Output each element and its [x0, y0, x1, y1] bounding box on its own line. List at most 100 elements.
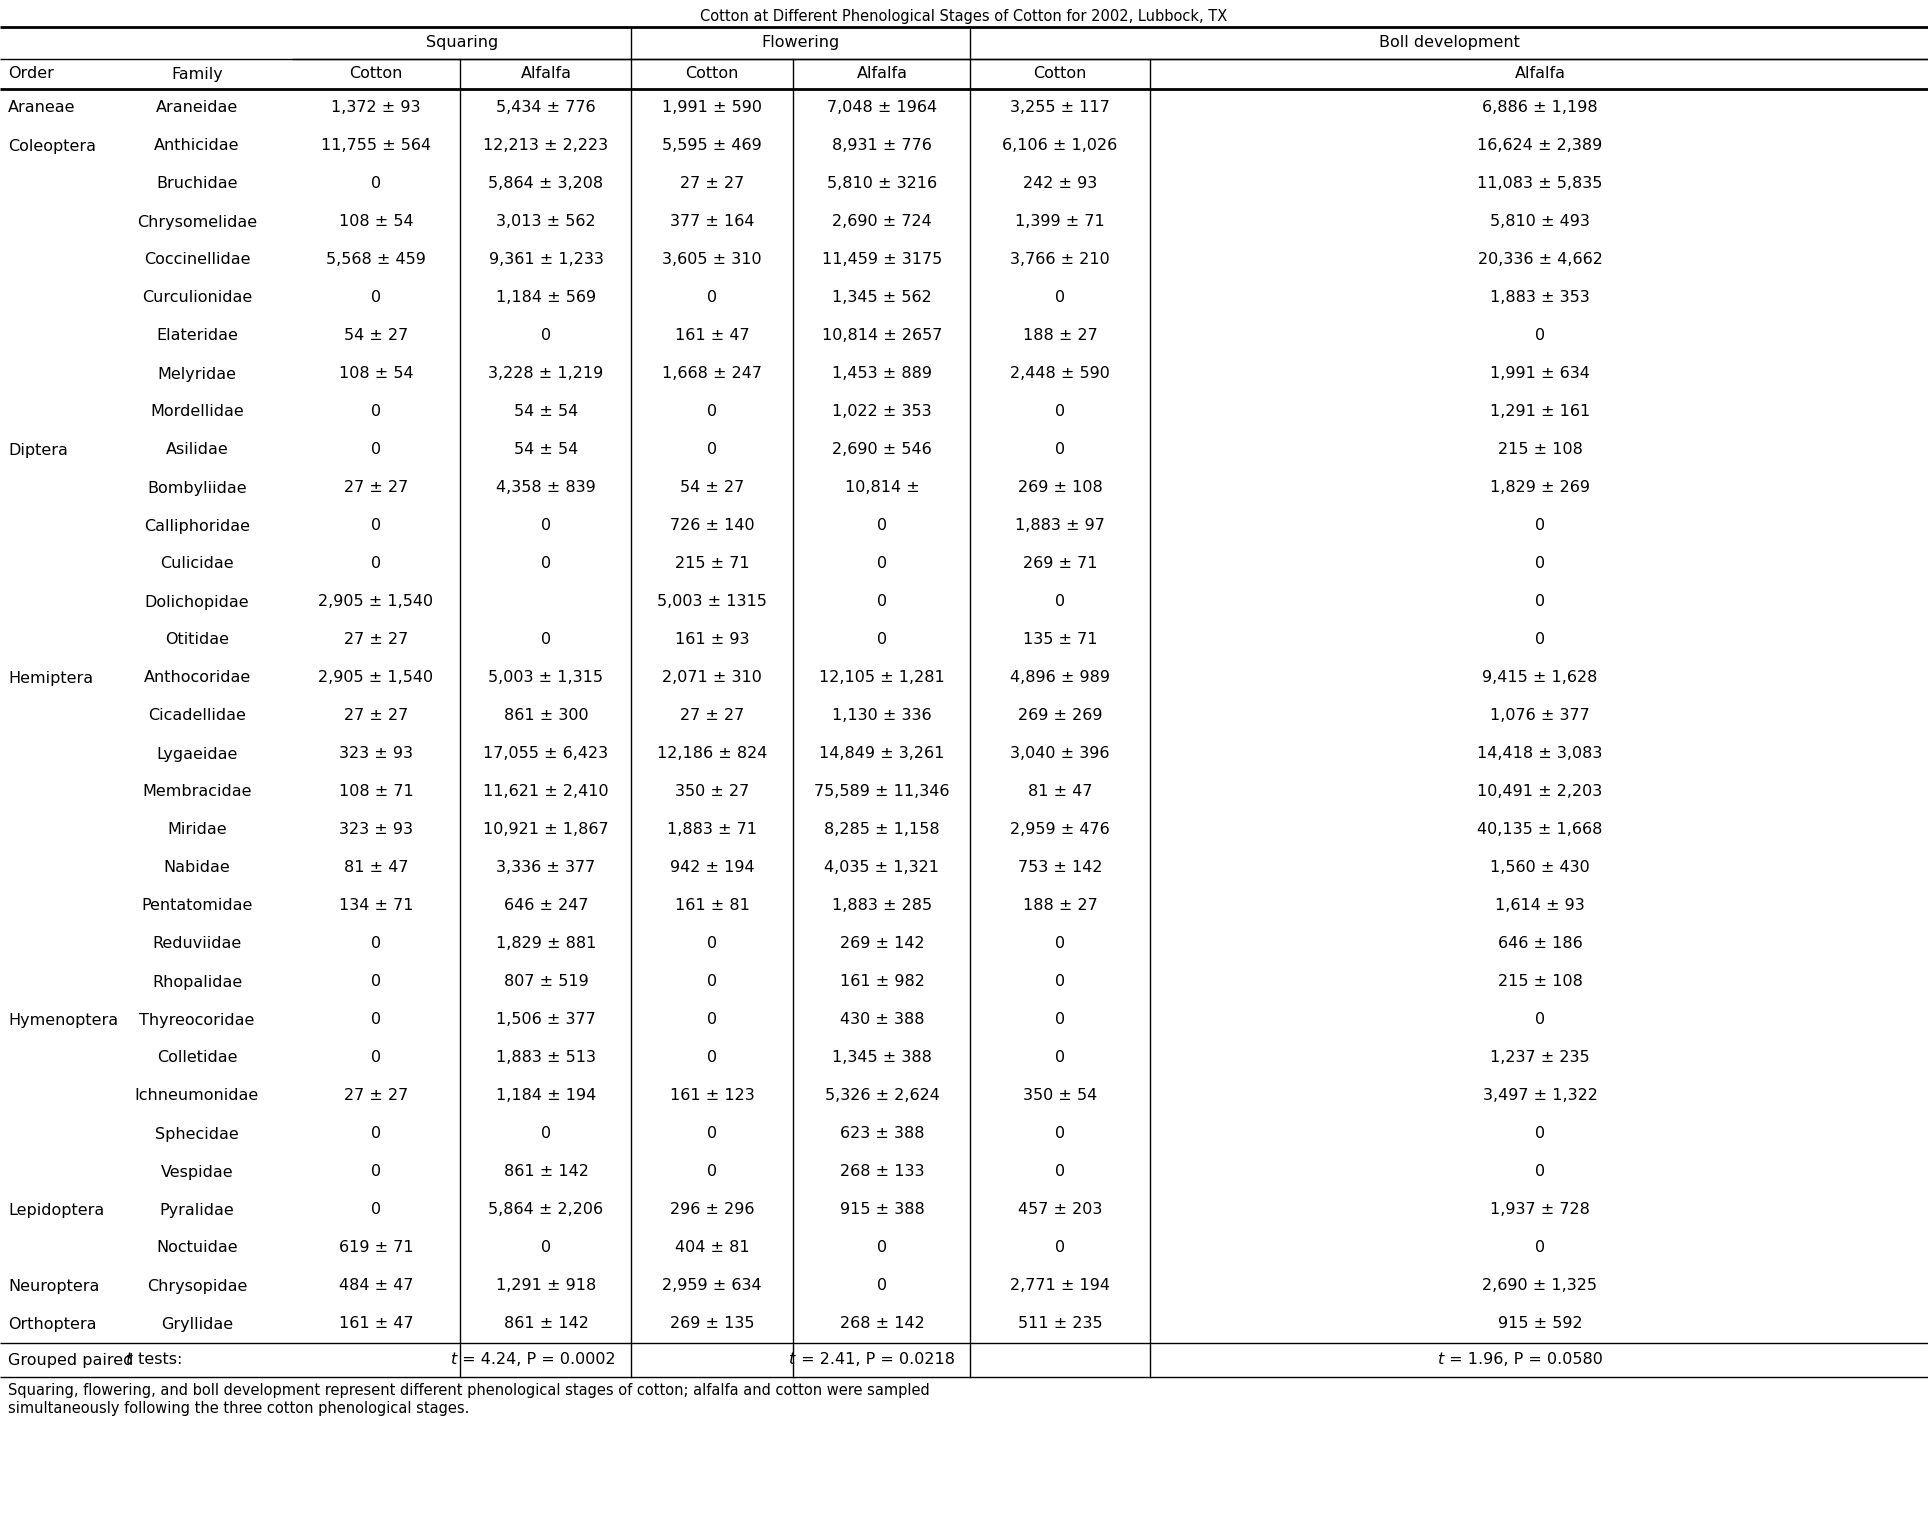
- Text: Squaring, flowering, and boll development represent different phenological stage: Squaring, flowering, and boll developmen…: [8, 1382, 929, 1398]
- Text: 269 ± 71: 269 ± 71: [1022, 556, 1097, 572]
- Text: 3,040 ± 396: 3,040 ± 396: [1010, 747, 1111, 762]
- Text: 0: 0: [1055, 1241, 1064, 1256]
- Text: Anthocoridae: Anthocoridae: [143, 671, 251, 686]
- Text: Flowering: Flowering: [762, 35, 839, 50]
- Text: 1,883 ± 71: 1,883 ± 71: [667, 823, 758, 838]
- Text: Chrysomelidae: Chrysomelidae: [137, 215, 256, 230]
- Text: 404 ± 81: 404 ± 81: [675, 1241, 750, 1256]
- Text: 2,071 ± 310: 2,071 ± 310: [661, 671, 762, 686]
- Text: 3,228 ± 1,219: 3,228 ± 1,219: [488, 366, 603, 381]
- Text: simultaneously following the three cotton phenological stages.: simultaneously following the three cotto…: [8, 1401, 469, 1416]
- Text: 0: 0: [708, 1126, 717, 1141]
- Text: 0: 0: [370, 291, 382, 305]
- Text: 0: 0: [1055, 291, 1064, 305]
- Text: 1,991 ± 634: 1,991 ± 634: [1490, 366, 1591, 381]
- Text: 5,810 ± 3216: 5,810 ± 3216: [827, 177, 937, 192]
- Text: Orthoptera: Orthoptera: [8, 1317, 96, 1332]
- Text: 6,106 ± 1,026: 6,106 ± 1,026: [1003, 139, 1118, 154]
- Text: Ichneumonidae: Ichneumonidae: [135, 1088, 258, 1103]
- Text: 4,358 ± 839: 4,358 ± 839: [495, 480, 596, 495]
- Text: 10,814 ± 2657: 10,814 ± 2657: [821, 329, 943, 343]
- Text: 20,336 ± 4,662: 20,336 ± 4,662: [1477, 253, 1602, 268]
- Text: 10,491 ± 2,203: 10,491 ± 2,203: [1477, 785, 1602, 800]
- Text: 11,621 ± 2,410: 11,621 ± 2,410: [484, 785, 609, 800]
- Text: Cotton: Cotton: [1033, 67, 1087, 81]
- Text: Boll development: Boll development: [1379, 35, 1519, 50]
- Text: 646 ± 247: 646 ± 247: [503, 899, 588, 913]
- Text: Colletidae: Colletidae: [156, 1050, 237, 1065]
- Text: Coleoptera: Coleoptera: [8, 139, 96, 154]
- Text: 0: 0: [542, 518, 551, 533]
- Text: 0: 0: [877, 518, 887, 533]
- Text: 1,291 ± 161: 1,291 ± 161: [1490, 404, 1591, 419]
- Text: 27 ± 27: 27 ± 27: [343, 480, 409, 495]
- Text: 188 ± 27: 188 ± 27: [1022, 329, 1097, 343]
- Text: 268 ± 133: 268 ± 133: [841, 1164, 924, 1180]
- Text: Squaring: Squaring: [426, 35, 497, 50]
- Text: 269 ± 108: 269 ± 108: [1018, 480, 1103, 495]
- Text: Asilidae: Asilidae: [166, 442, 228, 457]
- Text: 269 ± 142: 269 ± 142: [841, 937, 924, 951]
- Text: 0: 0: [1535, 1126, 1544, 1141]
- Text: 0: 0: [370, 1126, 382, 1141]
- Text: 646 ± 186: 646 ± 186: [1498, 937, 1583, 951]
- Text: 0: 0: [1535, 556, 1544, 572]
- Text: 430 ± 388: 430 ± 388: [841, 1012, 924, 1027]
- Text: 1,184 ± 194: 1,184 ± 194: [495, 1088, 596, 1103]
- Text: 1,883 ± 353: 1,883 ± 353: [1490, 291, 1591, 305]
- Text: 2,905 ± 1,540: 2,905 ± 1,540: [318, 594, 434, 610]
- Text: 215 ± 108: 215 ± 108: [1498, 442, 1583, 457]
- Text: 0: 0: [1535, 1241, 1544, 1256]
- Text: 0: 0: [877, 1241, 887, 1256]
- Text: 0: 0: [370, 937, 382, 951]
- Text: 27 ± 27: 27 ± 27: [681, 177, 744, 192]
- Text: 161 ± 81: 161 ± 81: [675, 899, 750, 913]
- Text: 0: 0: [542, 556, 551, 572]
- Text: 14,418 ± 3,083: 14,418 ± 3,083: [1477, 747, 1602, 762]
- Text: 161 ± 47: 161 ± 47: [675, 329, 750, 343]
- Text: 1,372 ± 93: 1,372 ± 93: [332, 101, 420, 116]
- Text: 0: 0: [708, 974, 717, 989]
- Text: 2,959 ± 634: 2,959 ± 634: [661, 1279, 762, 1294]
- Text: 135 ± 71: 135 ± 71: [1022, 632, 1097, 648]
- Text: 0: 0: [370, 518, 382, 533]
- Text: 0: 0: [370, 404, 382, 419]
- Text: 0: 0: [1055, 1012, 1064, 1027]
- Text: 27 ± 27: 27 ± 27: [343, 632, 409, 648]
- Text: 2,905 ± 1,540: 2,905 ± 1,540: [318, 671, 434, 686]
- Text: 1,237 ± 235: 1,237 ± 235: [1490, 1050, 1591, 1065]
- Text: 9,415 ± 1,628: 9,415 ± 1,628: [1483, 671, 1598, 686]
- Text: 161 ± 123: 161 ± 123: [669, 1088, 754, 1103]
- Text: 0: 0: [542, 1241, 551, 1256]
- Text: 0: 0: [1055, 974, 1064, 989]
- Text: 0: 0: [1535, 518, 1544, 533]
- Text: 619 ± 71: 619 ± 71: [339, 1241, 413, 1256]
- Text: 3,255 ± 117: 3,255 ± 117: [1010, 101, 1111, 116]
- Text: 0: 0: [370, 556, 382, 572]
- Text: 807 ± 519: 807 ± 519: [503, 974, 588, 989]
- Text: 0: 0: [1535, 1012, 1544, 1027]
- Text: t: t: [1438, 1352, 1444, 1367]
- Text: 1,883 ± 97: 1,883 ± 97: [1014, 518, 1105, 533]
- Text: 54 ± 54: 54 ± 54: [515, 442, 578, 457]
- Text: 4,035 ± 1,321: 4,035 ± 1,321: [825, 861, 939, 875]
- Text: 17,055 ± 6,423: 17,055 ± 6,423: [484, 747, 609, 762]
- Text: 1,291 ± 918: 1,291 ± 918: [495, 1279, 596, 1294]
- Text: 40,135 ± 1,668: 40,135 ± 1,668: [1477, 823, 1602, 838]
- Text: tests:: tests:: [133, 1352, 183, 1367]
- Text: 81 ± 47: 81 ± 47: [1028, 785, 1093, 800]
- Text: 0: 0: [370, 177, 382, 192]
- Text: 4,896 ± 989: 4,896 ± 989: [1010, 671, 1111, 686]
- Text: Pentatomidae: Pentatomidae: [141, 899, 253, 913]
- Text: 1,883 ± 285: 1,883 ± 285: [833, 899, 931, 913]
- Text: Lepidoptera: Lepidoptera: [8, 1202, 104, 1218]
- Text: Grouped paired: Grouped paired: [8, 1352, 139, 1367]
- Text: 0: 0: [370, 974, 382, 989]
- Text: t: t: [125, 1352, 133, 1367]
- Text: Otitidae: Otitidae: [166, 632, 229, 648]
- Text: Hymenoptera: Hymenoptera: [8, 1012, 118, 1027]
- Text: 54 ± 54: 54 ± 54: [515, 404, 578, 419]
- Text: 108 ± 54: 108 ± 54: [339, 366, 413, 381]
- Text: 2,690 ± 724: 2,690 ± 724: [833, 215, 931, 230]
- Text: 0: 0: [542, 632, 551, 648]
